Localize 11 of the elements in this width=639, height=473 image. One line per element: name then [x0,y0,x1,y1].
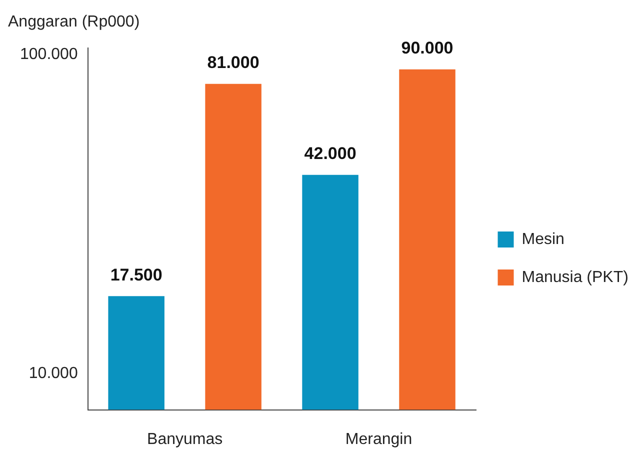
legend-label: Manusia (PKT) [522,268,628,286]
text: 81.000 [207,53,260,72]
y-tick-label: 100.000 [20,46,78,64]
y-axis-title: Anggaran (Rp000) [8,13,140,30]
x-tick-label: Merangin [345,430,412,448]
text: 17.500 [110,265,162,284]
text: 42.000 [304,144,356,164]
y-tick-label: 10.000 [28,365,78,382]
legend-label: Mesin [522,230,564,248]
text: 90.000 [401,38,454,58]
x-tick-label: Banyumas [147,430,223,448]
